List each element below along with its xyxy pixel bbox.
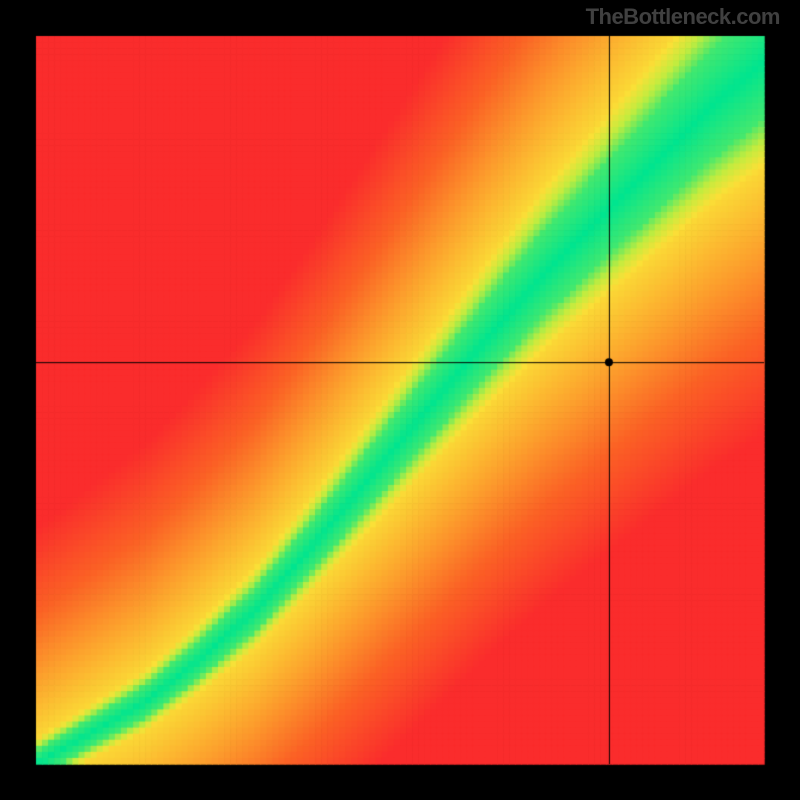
watermark-text: TheBottleneck.com	[586, 4, 780, 30]
bottleneck-heatmap	[0, 0, 800, 800]
